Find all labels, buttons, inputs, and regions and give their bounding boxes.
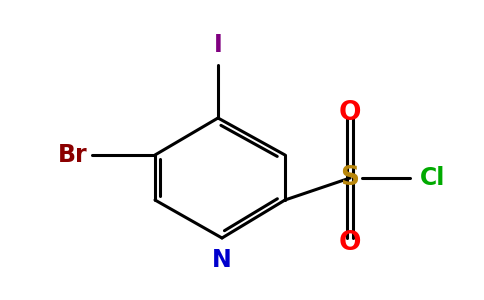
Text: N: N bbox=[212, 248, 232, 272]
Text: Cl: Cl bbox=[420, 166, 445, 190]
Text: I: I bbox=[213, 33, 222, 57]
Text: Br: Br bbox=[58, 143, 87, 167]
Text: S: S bbox=[341, 165, 360, 191]
Text: O: O bbox=[339, 230, 361, 256]
Text: O: O bbox=[339, 100, 361, 126]
